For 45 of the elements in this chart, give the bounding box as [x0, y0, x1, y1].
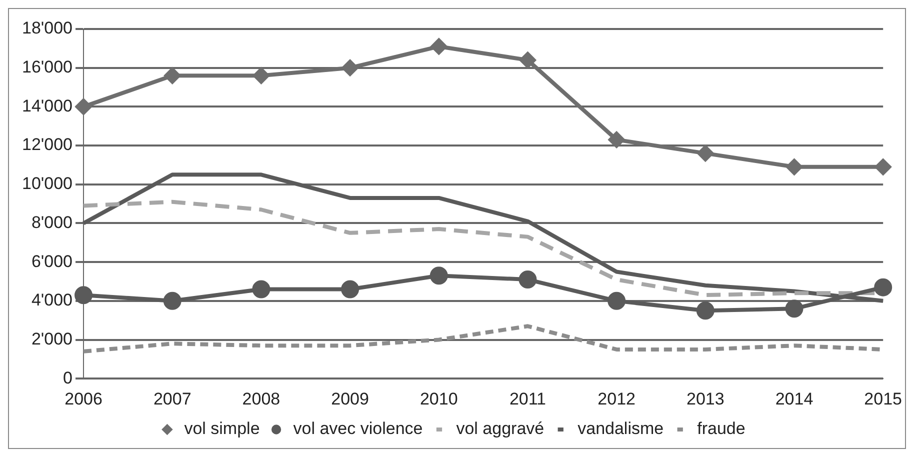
point: [520, 52, 536, 68]
y-tick-label: 6'000: [31, 252, 73, 271]
point: [518, 270, 537, 289]
point: [341, 280, 360, 298]
point: [608, 132, 625, 148]
point: [252, 280, 270, 298]
point: [164, 68, 180, 84]
y-tick-label: 16'000: [22, 58, 73, 77]
x-tick-label: 2015: [864, 389, 902, 408]
x-tick-label: 2008: [242, 389, 280, 408]
point: [430, 38, 447, 54]
point: [253, 68, 270, 84]
legend-label: vol avec violence: [293, 419, 423, 438]
y-tick-label: 10'000: [22, 174, 73, 194]
point: [696, 302, 714, 320]
x-tick-label: 2011: [509, 389, 546, 408]
legend-label: fraude: [697, 419, 746, 438]
legend-label: vandalisme: [578, 419, 664, 438]
legend-label: vol simple: [184, 419, 260, 438]
x-tick-label: 2013: [686, 389, 724, 408]
y-tick-label: 2'000: [31, 329, 73, 348]
y-tick-label: 14'000: [22, 96, 73, 116]
point: [697, 145, 714, 162]
y-tick-label: 12'000: [22, 135, 73, 154]
x-tick-label: 2010: [420, 389, 458, 408]
point: [875, 158, 892, 175]
legend-label: vol aggravé: [456, 419, 544, 438]
point: [786, 158, 802, 175]
y-tick-label: 18'000: [22, 18, 73, 38]
point: [342, 60, 358, 76]
y-tick-label: 8'000: [31, 212, 73, 232]
point: [608, 292, 626, 310]
x-tick-label: 2007: [153, 389, 192, 408]
point: [163, 292, 182, 310]
point: [76, 98, 92, 115]
point: [785, 300, 804, 318]
x-tick-label: 2012: [598, 389, 636, 408]
x-tick-label: 2014: [775, 389, 814, 408]
x-tick-label: 2006: [64, 389, 102, 408]
y-tick-label: 0: [63, 368, 73, 388]
x-tick-label: 2009: [331, 389, 369, 408]
point: [74, 286, 93, 304]
y-tick-label: 4'000: [31, 290, 73, 310]
point: [874, 278, 892, 296]
point: [430, 266, 448, 285]
